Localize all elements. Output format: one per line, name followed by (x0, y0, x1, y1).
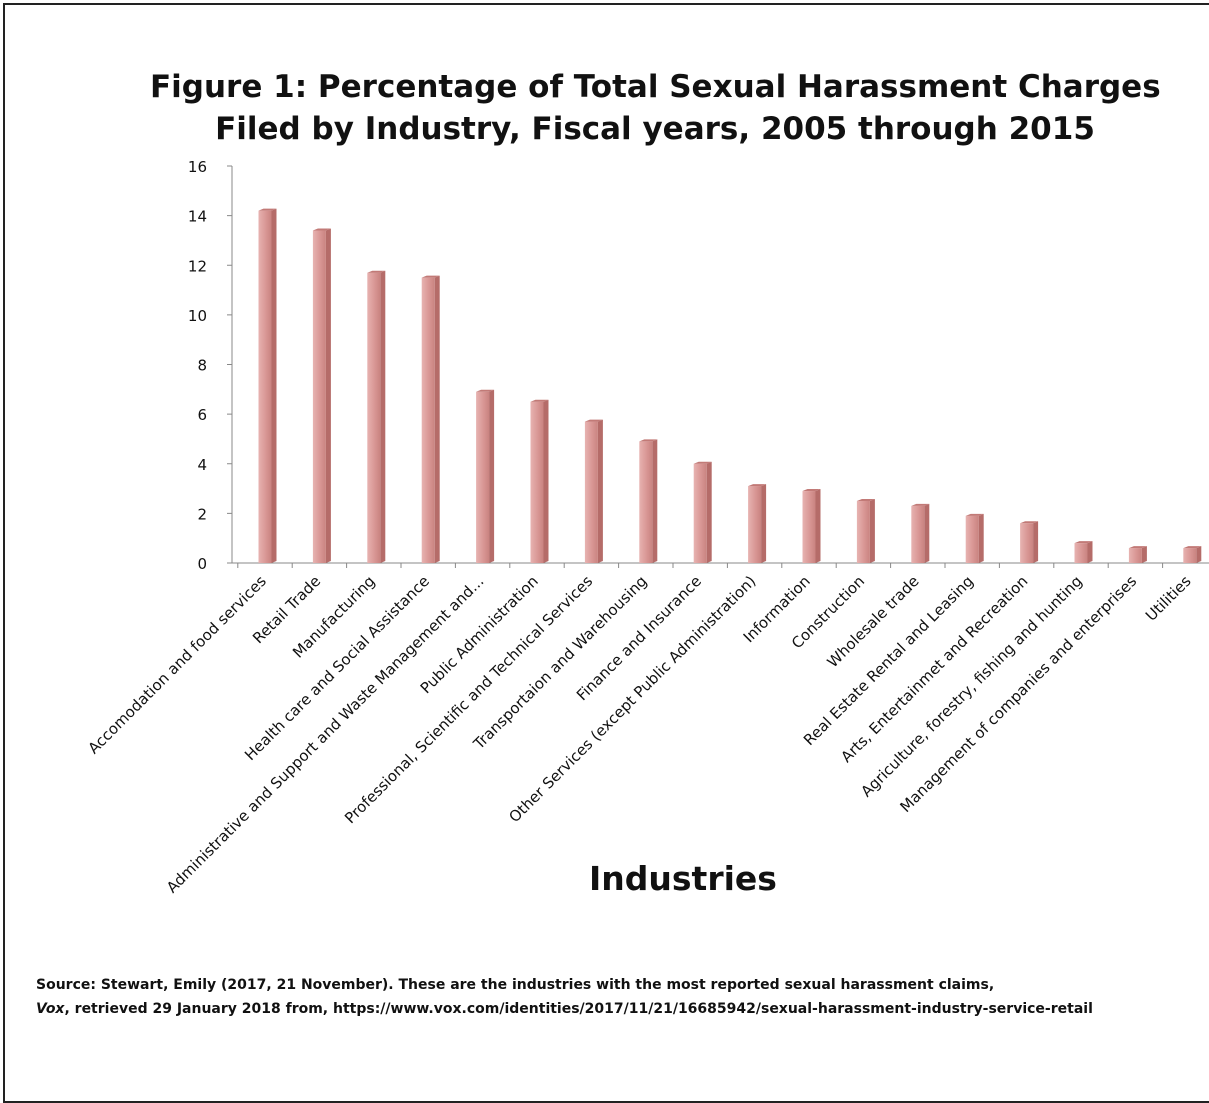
bar (584, 419, 603, 563)
bar-side (815, 489, 821, 563)
x-category-label: Professional, Scientific and Technical S… (341, 572, 596, 827)
bar-front (856, 500, 870, 563)
bar-top (1074, 541, 1093, 544)
source-citation: Source: Stewart, Emily (2017, 21 Novembe… (36, 973, 1093, 1021)
bar-front (476, 391, 490, 563)
bar-front (748, 486, 762, 563)
bars (258, 208, 1202, 563)
source-line-1: Source: Stewart, Emily (2017, 21 Novembe… (36, 977, 995, 993)
bar-side (706, 461, 712, 563)
bar-side (924, 503, 930, 563)
bar-top (312, 228, 331, 231)
bar-top (584, 419, 603, 422)
bar-front (693, 463, 707, 563)
x-axis-title: Industries (589, 859, 777, 898)
bar-front (530, 401, 544, 563)
source-line-2-rest: , retrieved 29 January 2018 from, https:… (64, 1001, 1093, 1017)
bar-top (1128, 546, 1147, 549)
x-category-label: Wholesale trade (824, 572, 923, 671)
bar-side (434, 275, 440, 563)
bar-top (258, 208, 277, 211)
bar-side (978, 513, 984, 563)
bar (476, 389, 495, 563)
bar-top (911, 503, 930, 506)
y-tick-label: 2 (197, 505, 207, 523)
bar-top (748, 484, 767, 487)
bar-side (380, 270, 386, 563)
bar-front (802, 491, 816, 563)
bar-side (652, 439, 658, 563)
bar-front (312, 230, 326, 563)
bar-top (476, 389, 495, 392)
bar (748, 484, 767, 563)
bar (693, 461, 712, 563)
bar-side (597, 419, 603, 563)
chart-title: Figure 1: Percentage of Total Sexual Har… (150, 66, 1161, 150)
bar (312, 228, 331, 563)
bar-side (761, 484, 767, 563)
bar (1128, 546, 1147, 563)
bar-front (1074, 543, 1088, 563)
bar-side (1141, 546, 1147, 563)
bar-front (639, 441, 653, 563)
source-line-2: Vox, retrieved 29 January 2018 from, htt… (36, 997, 1093, 1021)
bar-top (530, 399, 549, 402)
bar-front (1020, 523, 1034, 563)
bar-front (1183, 548, 1197, 563)
y-tick-label: 16 (188, 158, 207, 176)
bar (856, 498, 875, 563)
bar-front (584, 421, 598, 563)
chart-title-line-1: Figure 1: Percentage of Total Sexual Har… (150, 69, 1161, 105)
y-tick-label: 12 (188, 257, 207, 275)
bar-side (1033, 521, 1039, 563)
y-tick-label: 8 (197, 357, 207, 375)
bar-front (911, 505, 925, 563)
x-category-label: Other Services (except Public Administra… (505, 572, 759, 826)
bar-front (258, 210, 272, 563)
bar (802, 489, 821, 563)
bar-side (1196, 546, 1202, 563)
y-tick-label: 6 (197, 406, 207, 424)
x-category-label: Utilities (1142, 572, 1195, 625)
bar-top (693, 461, 712, 464)
source-publication: Vox (36, 1001, 65, 1017)
bar (1074, 541, 1093, 563)
bar-top (1183, 546, 1202, 549)
bar-top (802, 489, 821, 492)
bar (421, 275, 440, 563)
y-tick-label: 14 (188, 208, 207, 226)
bar (367, 270, 386, 563)
bar-side (271, 208, 277, 563)
bar-side (325, 228, 331, 563)
bar (258, 208, 277, 563)
bar-top (367, 270, 386, 273)
y-tick-label: 0 (197, 555, 207, 573)
bar-front (965, 515, 979, 563)
bar-top (856, 498, 875, 501)
bar-side (543, 399, 549, 563)
bar-top (1020, 521, 1039, 524)
chart-title-line-2: Filed by Industry, Fiscal years, 2005 th… (215, 111, 1095, 147)
bar-top (421, 275, 440, 278)
bar (530, 399, 549, 563)
bar-front (421, 277, 435, 563)
bar-top (965, 513, 984, 516)
bar (639, 439, 658, 563)
bar (911, 503, 930, 563)
bar (965, 513, 984, 563)
y-tick-label: 4 (197, 456, 207, 474)
bar-side (489, 389, 495, 563)
bar (1020, 521, 1039, 563)
bar-front (367, 272, 381, 563)
bar (1183, 546, 1202, 563)
x-category-label: Accomodation and food services (84, 572, 269, 757)
axes: 0 2 4 6 8 10 12 14 16 (188, 158, 1209, 573)
bar-side (869, 498, 875, 563)
bar-side (1087, 541, 1093, 563)
bar-front (1128, 548, 1142, 563)
y-tick-label: 10 (188, 307, 207, 325)
bar-chart: 0 2 4 6 8 10 12 14 16 Accomodation and food serv… (84, 158, 1209, 898)
bar-top (639, 439, 658, 442)
